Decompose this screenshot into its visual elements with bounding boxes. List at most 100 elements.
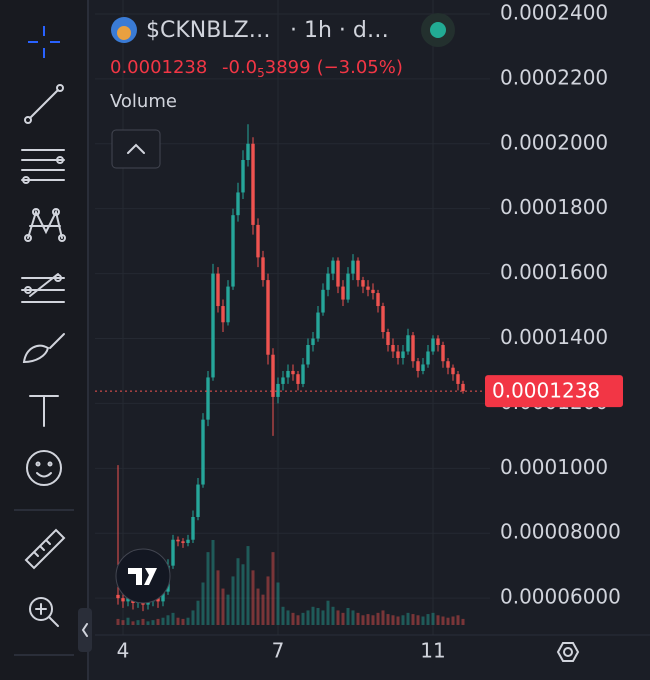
tradingview-logo[interactable]	[115, 548, 171, 604]
volume-bar	[251, 570, 255, 625]
volume-bar	[261, 594, 265, 625]
text-tool[interactable]	[29, 395, 59, 427]
volume-bar	[351, 610, 355, 625]
candle-body	[176, 539, 180, 542]
candle-body	[321, 289, 325, 313]
crosshair-tool[interactable]	[28, 26, 60, 58]
volume-bar	[206, 552, 210, 625]
volume-bar	[126, 617, 130, 625]
volume-label: Volume	[110, 91, 177, 112]
volume-bar	[426, 614, 430, 625]
y-tick-label: 0.0001400	[500, 325, 608, 349]
candle-body	[266, 280, 270, 355]
candle-body	[361, 280, 365, 287]
pattern-tool[interactable]	[24, 208, 66, 242]
change-prefix: -0.0	[222, 57, 257, 78]
volume-bar	[316, 608, 320, 625]
volume-bar	[256, 588, 260, 625]
volume-bar	[141, 618, 145, 625]
candle-body	[286, 370, 290, 378]
x-tick-label: 7	[272, 639, 285, 663]
volume-bar	[296, 615, 300, 625]
collapse-button[interactable]	[111, 129, 161, 169]
volume-bar	[236, 558, 240, 625]
volume-bar	[286, 610, 290, 625]
volume-bar	[336, 610, 340, 625]
volume-bar	[226, 594, 230, 625]
symbol[interactable]: $CKNBLZ…	[146, 18, 271, 43]
volume-bar	[366, 614, 370, 625]
y-tick-label: 0.0001800	[500, 195, 608, 219]
candle-body	[366, 286, 370, 290]
volume-bar	[191, 610, 195, 625]
candle-body	[451, 367, 455, 375]
volume-bar	[116, 618, 120, 625]
volume-bar	[131, 621, 135, 625]
candle-body	[341, 286, 345, 300]
brush-tool[interactable]	[22, 333, 65, 364]
candle-body	[116, 594, 120, 599]
fib-tool[interactable]	[21, 149, 65, 184]
candle-body	[301, 364, 305, 384]
volume-bar	[171, 612, 175, 625]
volume-bar	[146, 621, 150, 625]
zoom-tool[interactable]	[29, 597, 59, 627]
volume-bar	[271, 552, 275, 625]
candle-body	[126, 598, 130, 602]
emoji-tool[interactable]	[26, 450, 62, 486]
y-tick-label: 0.0002400	[500, 0, 608, 24]
volume-bar	[461, 618, 465, 625]
candle-body	[216, 273, 220, 307]
volume-bar	[201, 582, 205, 625]
candle-body	[381, 306, 385, 333]
candle-body	[421, 364, 425, 371]
candle-body	[336, 260, 340, 287]
volume-bar	[291, 612, 295, 625]
volume-bar	[406, 612, 410, 625]
trendline-tool[interactable]	[24, 84, 64, 124]
volume-bar	[176, 617, 180, 625]
interval[interactable]: · 1h · d…	[290, 18, 389, 43]
candle-body	[436, 338, 440, 345]
volume-bar	[241, 564, 245, 625]
volume-bar	[321, 610, 325, 625]
volume-bar	[156, 618, 160, 625]
y-tick-label: 0.00008000	[500, 520, 621, 544]
volume-bar	[211, 540, 215, 625]
candle-body	[441, 344, 445, 362]
volume-bar	[441, 616, 445, 625]
volume-bar	[391, 615, 395, 625]
prediction-tool[interactable]	[21, 273, 65, 303]
candle-body	[306, 344, 310, 365]
candle-body	[326, 273, 330, 290]
y-tick-label: 0.0002000	[500, 130, 608, 154]
volume-bar	[331, 606, 335, 625]
last-price: 0.0001238	[110, 57, 207, 78]
candle-body	[391, 344, 395, 352]
candle-body	[161, 591, 165, 602]
candle-body	[396, 351, 400, 358]
volume-bar	[376, 612, 380, 625]
candle-body	[446, 361, 450, 368]
volume-bar	[246, 546, 250, 625]
volume-bar	[371, 615, 375, 625]
settings-button[interactable]	[556, 642, 580, 662]
candle-body	[156, 598, 160, 602]
ruler-tool[interactable]	[24, 528, 66, 570]
candle-body	[296, 374, 300, 384]
change-subscript: 5	[257, 66, 265, 80]
price-change: -0.053899 (−3.05%)	[222, 57, 403, 80]
volume-bar	[281, 606, 285, 625]
volume-bar	[401, 615, 405, 625]
volume-bar	[181, 618, 185, 625]
candle-body	[236, 192, 240, 216]
toolbar-collapse[interactable]	[78, 608, 92, 652]
candle-body	[241, 160, 245, 193]
volume-bar	[381, 610, 385, 625]
y-tick-label: 0.0001000	[500, 455, 608, 479]
chart-area: 0.000060000.000080000.00010000.00012000.…	[95, 0, 650, 663]
candle-body	[371, 289, 375, 294]
y-tick-label: 0.0002200	[500, 65, 608, 89]
